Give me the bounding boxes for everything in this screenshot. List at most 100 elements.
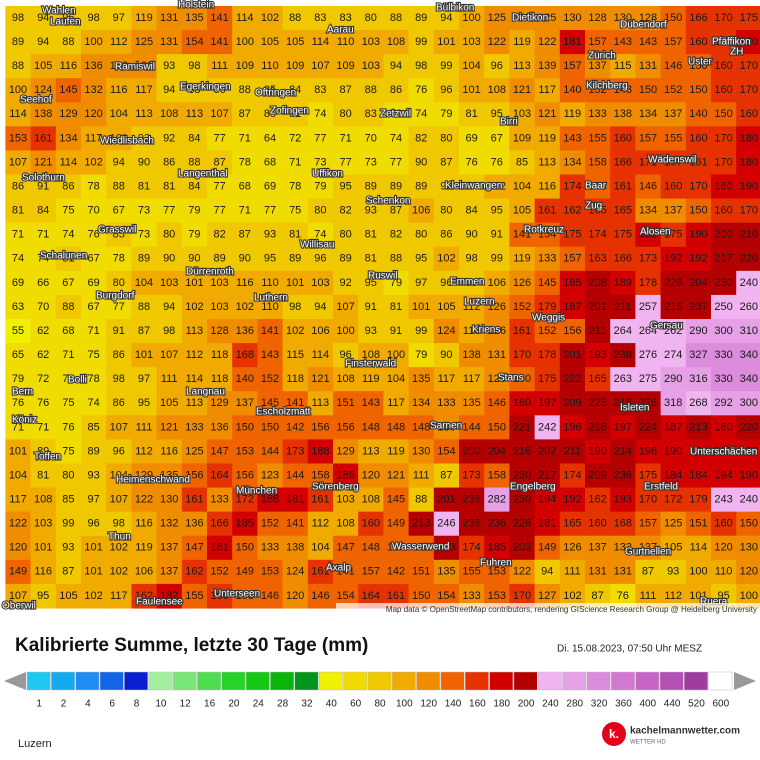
value-label: 143	[563, 132, 581, 144]
value-label: 201	[588, 301, 606, 313]
value-label: 76	[12, 397, 24, 409]
value-label: 101	[462, 84, 480, 96]
value-label: 74	[415, 108, 427, 120]
value-cell	[408, 439, 435, 465]
value-cell	[5, 367, 32, 392]
value-cell	[635, 198, 662, 224]
value-cell	[282, 222, 309, 248]
value-label: 124	[286, 566, 304, 578]
value-cell	[30, 5, 57, 31]
place-label: Fuhren	[480, 558, 512, 569]
value-cell	[711, 30, 737, 55]
value-label: 175	[614, 229, 632, 241]
value-label: 72	[37, 373, 49, 385]
value-cell	[282, 102, 309, 127]
value-cell	[55, 367, 82, 392]
value-cell	[282, 294, 309, 320]
value-label: 113	[186, 397, 204, 409]
value-cell	[660, 54, 687, 79]
value-cell	[585, 30, 611, 55]
value-label: 157	[563, 60, 581, 72]
value-label: 102	[110, 542, 128, 554]
value-cell	[282, 246, 309, 272]
value-cell	[106, 270, 132, 296]
value-cell	[585, 78, 611, 103]
value-label: 224	[639, 421, 657, 433]
value-label: 112	[135, 445, 153, 457]
value-cell	[433, 391, 460, 416]
value-label: 147	[185, 542, 203, 554]
value-label: 186	[336, 469, 354, 481]
value-label: 164	[362, 590, 380, 602]
value-label: 172	[664, 494, 682, 506]
value-cell	[131, 487, 158, 513]
value-cell	[736, 439, 760, 465]
value-cell	[81, 487, 107, 513]
value-cell	[459, 30, 485, 55]
value-cell	[660, 294, 687, 320]
value-label: 201	[437, 494, 455, 506]
value-label: 138	[462, 349, 480, 361]
value-cell	[55, 319, 82, 344]
value-label: 99	[62, 518, 74, 530]
value-cell	[660, 415, 687, 440]
value-cell	[484, 30, 510, 55]
value-label: 89	[390, 180, 402, 192]
value-cell	[5, 487, 32, 513]
value-cell	[509, 415, 536, 440]
value-cell	[307, 126, 334, 152]
value-label: 101	[34, 542, 52, 554]
value-label: 154	[437, 590, 455, 602]
value-label: 78	[87, 373, 99, 385]
value-cell	[711, 174, 737, 200]
value-cell	[333, 487, 359, 513]
value-cell	[459, 222, 485, 248]
value-cell	[408, 78, 435, 103]
value-label: 88	[390, 12, 402, 24]
legend-label: 28	[277, 699, 289, 710]
value-cell	[635, 78, 662, 103]
value-cell	[181, 150, 208, 176]
value-label: 93	[163, 60, 175, 72]
value-cell	[55, 222, 82, 248]
value-label: 111	[413, 469, 430, 481]
value-cell	[207, 367, 233, 392]
value-cell	[358, 487, 384, 513]
value-cell	[433, 487, 460, 513]
legend-swatch	[635, 671, 660, 691]
value-label: 147	[210, 445, 228, 457]
value-label: 75	[87, 349, 99, 361]
value-label: 103	[160, 277, 178, 289]
value-cell	[711, 78, 737, 103]
value-label: 157	[639, 518, 657, 530]
value-cell	[635, 439, 662, 465]
value-cell	[610, 54, 636, 79]
value-label: 108	[387, 36, 405, 48]
value-label: 230	[513, 469, 531, 481]
value-label: 119	[362, 373, 380, 385]
value-label: 86	[390, 84, 402, 96]
value-label: 93	[365, 325, 377, 337]
value-cell	[207, 5, 233, 31]
value-cell	[307, 343, 334, 368]
value-label: 161	[614, 180, 632, 192]
value-label: 139	[538, 60, 556, 72]
value-label: 66	[37, 277, 49, 289]
value-label: 95	[264, 253, 276, 265]
value-cell	[534, 343, 561, 368]
value-label: 62	[37, 349, 49, 361]
value-cell	[156, 487, 183, 513]
place-label: Birri	[500, 117, 518, 128]
value-cell	[5, 126, 32, 152]
value-cell	[559, 54, 586, 79]
value-label: 96	[113, 445, 125, 457]
value-label: 76	[62, 421, 74, 433]
value-label: 120	[740, 566, 758, 578]
place-label: Engelberg	[510, 482, 556, 493]
value-label: 143	[639, 36, 657, 48]
value-cell	[685, 367, 712, 392]
value-cell	[131, 463, 158, 489]
tagline: WETTER HD	[630, 740, 666, 746]
value-cell	[433, 246, 460, 272]
value-cell	[232, 174, 258, 200]
